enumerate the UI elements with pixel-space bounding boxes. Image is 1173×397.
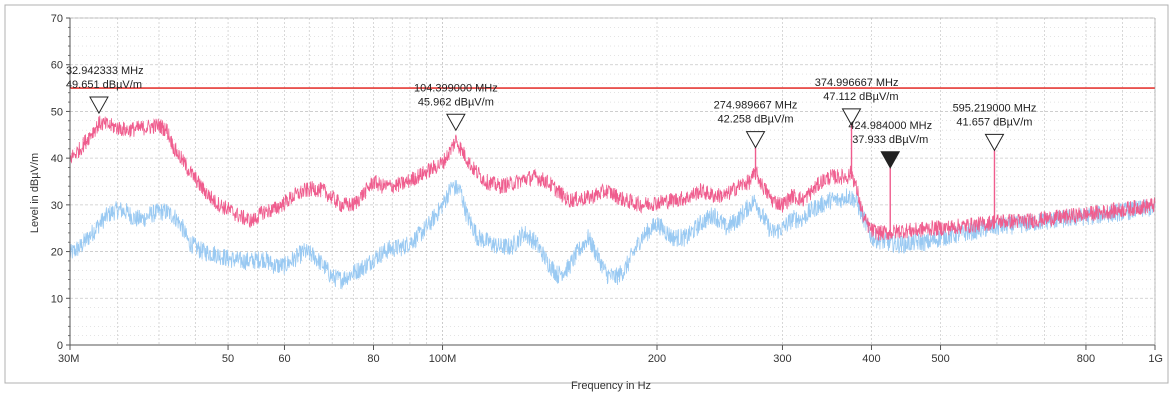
marker-level: 47.112 dBµV/m bbox=[823, 91, 898, 103]
marker-triangle bbox=[841, 108, 862, 126]
marker-level: 37.933 dBµV/m bbox=[852, 134, 928, 146]
series-vertical-trace bbox=[69, 180, 1156, 290]
y-tick-label: 0 bbox=[57, 340, 63, 352]
marker-triangle bbox=[984, 133, 1005, 152]
marker-m5: 424.984000 MHz 37.933 dBµV/m bbox=[848, 120, 932, 169]
marker-frequency: 424.984000 MHz bbox=[848, 120, 932, 132]
y-tick-label: 50 bbox=[51, 106, 63, 118]
marker-triangle bbox=[880, 151, 901, 169]
y-tick-label: 60 bbox=[51, 60, 63, 72]
x-tick-label: 50 bbox=[222, 353, 234, 365]
marker-m4: 374.996667 MHz 47.112 dBµV/m bbox=[815, 77, 899, 126]
marker-level: 41.657 dBµV/m bbox=[956, 116, 1032, 128]
y-tick-label: 40 bbox=[51, 153, 63, 165]
marker-triangle bbox=[445, 113, 466, 132]
x-tick-label: 1G bbox=[1148, 353, 1163, 365]
marker-frequency: 595.219000 MHz bbox=[953, 102, 1037, 114]
marker-triangle bbox=[89, 96, 109, 115]
x-tick-label: 200 bbox=[648, 353, 666, 365]
marker-frequency: 32.942333 MHz bbox=[66, 65, 144, 77]
x-tick-label: 100M bbox=[429, 353, 457, 365]
x-tick-label: 400 bbox=[862, 353, 880, 365]
marker-level: 45.962 dBµV/m bbox=[418, 96, 494, 108]
x-axis-label: Frequency in Hz bbox=[571, 380, 651, 392]
x-tick-label: 60 bbox=[278, 353, 290, 365]
series-horizontal-trace bbox=[69, 115, 1156, 242]
plot-area bbox=[70, 18, 1155, 345]
marker-frequency: 104.399000 MHz bbox=[414, 82, 498, 94]
marker-frequency: 374.996667 MHz bbox=[815, 77, 899, 89]
x-tick-label: 500 bbox=[931, 353, 949, 365]
grid bbox=[69, 17, 1156, 346]
y-tick-label: 30 bbox=[51, 200, 63, 212]
marker-frequency: 274.989667 MHz bbox=[714, 100, 798, 112]
axes: 0 10 20 30 40 50 60 70 30M 50 60 80 100M 200 300 400 500… bbox=[51, 13, 1163, 365]
markers: 32.942333 MHz 49.651 dBµV/m 104.399000 MHz… bbox=[66, 65, 1037, 169]
marker-level: 49.651 dBµV/m bbox=[66, 79, 142, 91]
x-tick-label: 300 bbox=[773, 353, 791, 365]
series-layer bbox=[69, 115, 1156, 290]
y-tick-label: 20 bbox=[51, 247, 63, 259]
x-tick-label: 80 bbox=[367, 353, 379, 365]
marker-level: 42.258 dBµV/m bbox=[718, 114, 794, 126]
marker-m1: 32.942333 MHz 49.651 dBµV/m bbox=[66, 65, 144, 115]
x-tick-label: 800 bbox=[1077, 353, 1095, 365]
marker-triangle bbox=[745, 131, 766, 149]
y-tick-label: 10 bbox=[51, 293, 63, 305]
x-tick-label: 30M bbox=[58, 353, 79, 365]
y-axis-label: Level in dBµV/m bbox=[29, 153, 41, 233]
y-tick-label: 70 bbox=[51, 13, 63, 25]
marker-m3: 274.989667 MHz 42.258 dBµV/m bbox=[714, 100, 798, 149]
marker-m2: 104.399000 MHz 45.962 dBµV/m bbox=[414, 82, 498, 132]
marker-m6: 595.219000 MHz 41.657 dBµV/m bbox=[953, 102, 1037, 152]
